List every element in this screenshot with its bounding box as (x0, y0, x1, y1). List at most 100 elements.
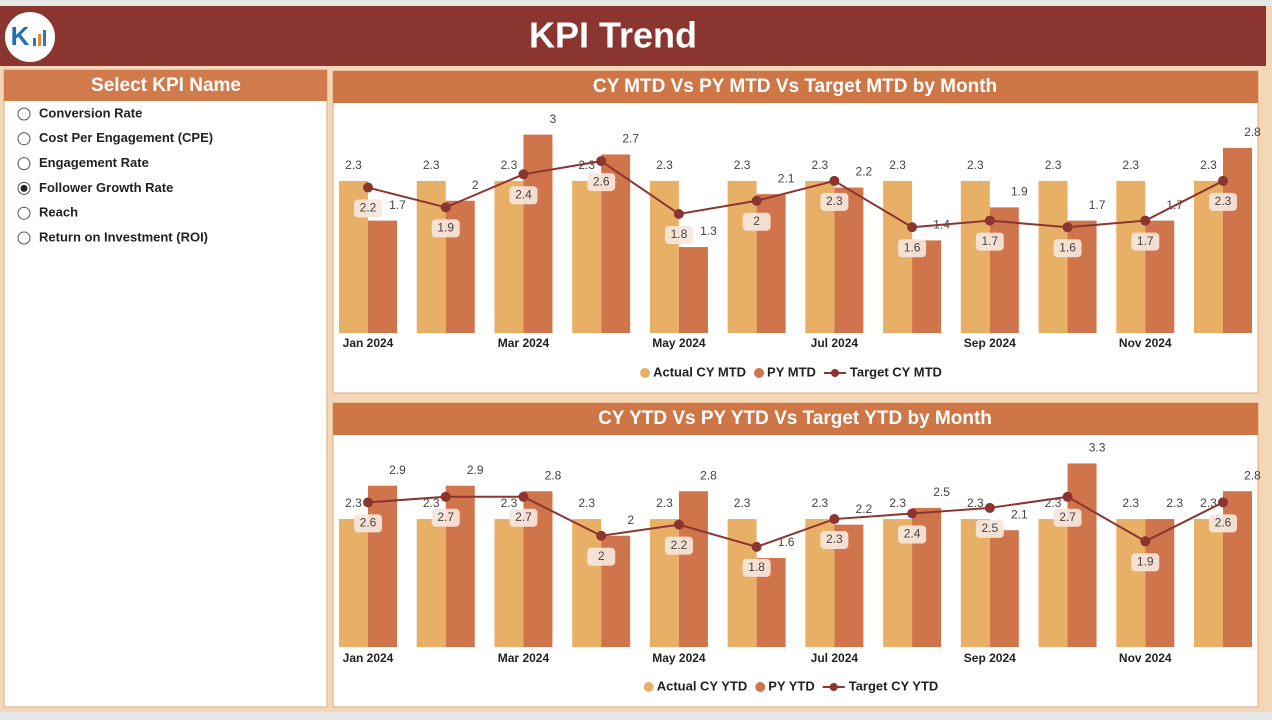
bar (960, 180, 990, 333)
bar (1067, 220, 1097, 333)
data-label-box (742, 212, 771, 231)
bar (727, 180, 757, 333)
data-label-box (820, 531, 849, 550)
data-label-box (1209, 192, 1237, 211)
data-label: 1.7 (1137, 234, 1154, 248)
bar (1223, 147, 1252, 333)
kpi-option[interactable]: Return on Investment (ROI) (17, 229, 208, 245)
legend-swatch (643, 682, 654, 692)
target-point (673, 519, 684, 530)
data-label: 1.8 (748, 560, 765, 574)
ribbon-strip (0, 0, 1272, 6)
target-point (829, 514, 840, 525)
data-label: 2.3 (423, 496, 440, 510)
target-point (596, 530, 607, 541)
target-point (984, 502, 995, 513)
data-label: 1.8 (671, 227, 688, 241)
kpi-option-label: Conversion Rate (39, 105, 142, 120)
data-label: 2.3 (345, 496, 362, 510)
data-label: 2.3 (734, 158, 751, 172)
data-label: 2.3 (1200, 496, 1217, 510)
data-label: 2.4 (515, 187, 532, 201)
bar (523, 134, 553, 333)
x-tick-label: May 2024 (652, 336, 706, 350)
data-label: 2.3 (812, 496, 829, 510)
legend-label: Actual CY YTD (657, 678, 748, 693)
data-label-box (820, 192, 849, 211)
chart-header (333, 71, 1258, 103)
data-label-box (1053, 239, 1082, 258)
data-label: 2.3 (656, 496, 673, 510)
legend-swatch (754, 368, 765, 378)
bar (678, 247, 708, 333)
legend-label: Target CY MTD (850, 364, 942, 379)
target-point (363, 182, 373, 193)
data-label: 2.2 (360, 201, 377, 215)
target-point (1140, 536, 1151, 547)
data-label: 2.1 (778, 171, 795, 185)
data-label: 1.6 (1059, 240, 1076, 254)
data-label: 2.3 (967, 496, 984, 510)
data-label: 2.3 (501, 158, 518, 172)
bar (727, 519, 757, 647)
legend-swatch (830, 369, 839, 377)
data-label: 2.6 (1215, 516, 1232, 530)
radio (17, 157, 31, 171)
target-point (907, 508, 918, 519)
data-label: 2.9 (467, 463, 484, 477)
data-label-box (509, 186, 538, 205)
kpi-option[interactable]: Cost Per Engagement (CPE) (17, 130, 213, 146)
data-label: 1.3 (700, 224, 717, 238)
data-label: 2 (598, 549, 605, 563)
bar (572, 180, 602, 333)
radio (17, 132, 31, 146)
x-tick-label: Jul 2024 (811, 336, 859, 350)
data-label: 2.3 (734, 496, 751, 510)
data-label-box (587, 173, 616, 192)
data-label: 2.3 (889, 496, 906, 510)
chart-panel (332, 70, 1259, 394)
x-tick-label: Nov 2024 (1119, 336, 1172, 350)
bar (989, 530, 1019, 647)
data-label: 2.3 (1122, 158, 1139, 172)
kpi-option[interactable]: Conversion Rate (17, 105, 142, 121)
data-label: 2.1 (1011, 507, 1028, 521)
data-label-box (742, 558, 771, 577)
data-label: 2.6 (360, 516, 377, 530)
data-label: 2.2 (856, 502, 873, 516)
data-label: 1.9 (1137, 554, 1154, 568)
target-point (673, 208, 684, 219)
bar (1038, 519, 1068, 647)
data-label-box (587, 547, 616, 566)
bar (649, 180, 679, 333)
target-point (1062, 222, 1073, 233)
data-label: 2.8 (700, 468, 717, 482)
data-label: 2 (753, 214, 760, 228)
data-label: 2.3 (1200, 158, 1217, 172)
target-point (984, 215, 995, 226)
data-label: 1.9 (1011, 185, 1028, 199)
kpi-option[interactable]: Reach (17, 205, 78, 220)
data-label: 2.3 (1215, 194, 1232, 208)
data-label: 1.6 (904, 240, 921, 254)
bar (339, 519, 368, 647)
kpi-option[interactable]: Follower Growth Rate (17, 180, 173, 195)
bar (494, 180, 524, 333)
chart-title: CY YTD Vs PY YTD Vs Target YTD by Month (598, 408, 992, 429)
target-point (518, 169, 529, 180)
legend-label: PY MTD (767, 364, 816, 379)
kpi-panel-header (4, 70, 327, 101)
data-label: 3.3 (1089, 441, 1106, 455)
data-label: 2.5 (933, 485, 950, 499)
target-point (1062, 491, 1073, 502)
legend-label: Target CY YTD (849, 678, 939, 693)
data-label-box (975, 232, 1004, 251)
kpi-option[interactable]: Engagement Rate (17, 155, 149, 171)
bar (416, 519, 446, 647)
x-tick-label: Mar 2024 (498, 651, 550, 665)
legend-swatch (829, 683, 838, 691)
logo: K (5, 12, 55, 62)
target-point (907, 222, 918, 233)
target-point (440, 202, 451, 213)
